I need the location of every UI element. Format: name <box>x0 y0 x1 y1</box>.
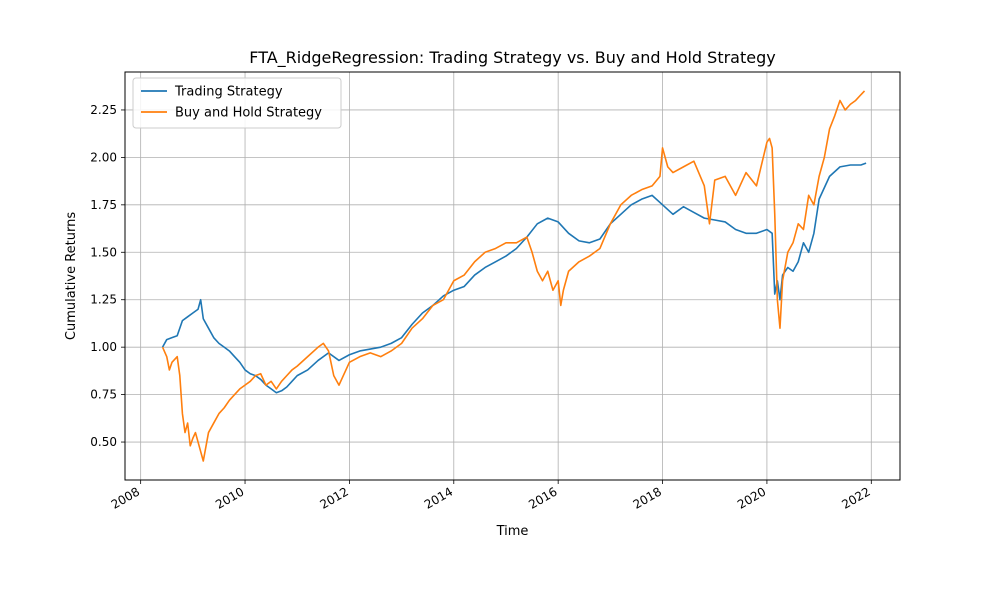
legend-label: Buy and Hold Strategy <box>175 106 322 121</box>
y-tick-label: 1.00 <box>90 340 117 354</box>
grid-lines <box>125 72 900 480</box>
plot-frame <box>124 71 901 481</box>
y-tick-label: 1.75 <box>90 198 117 212</box>
series-line-trading-strategy <box>161 162 867 394</box>
y-tick-label: 0.75 <box>90 388 117 402</box>
y-tick-label: 0.50 <box>90 435 117 449</box>
legend: Trading Strategy Buy and Hold Strategy <box>132 77 342 129</box>
y-tick-label: 2.25 <box>90 103 117 117</box>
y-tick-label: 1.25 <box>90 293 117 307</box>
y-axis-title: Cumulative Returns <box>64 212 79 340</box>
series-line-buy-and-hold-strategy <box>161 90 866 462</box>
chart-title: FTA_RidgeRegression: Trading Strategy vs… <box>249 48 775 68</box>
y-tick-label: 2.00 <box>90 150 117 164</box>
series-layer <box>161 90 867 462</box>
y-axis-ticks: 0.50 0.75 1.00 1.25 1.50 1.75 2.00 2.25 <box>90 103 125 449</box>
legend-label: Trading Strategy <box>174 85 283 100</box>
x-axis-title: Time <box>496 524 529 539</box>
y-tick-label: 1.50 <box>90 245 117 259</box>
legend-box <box>132 77 342 129</box>
